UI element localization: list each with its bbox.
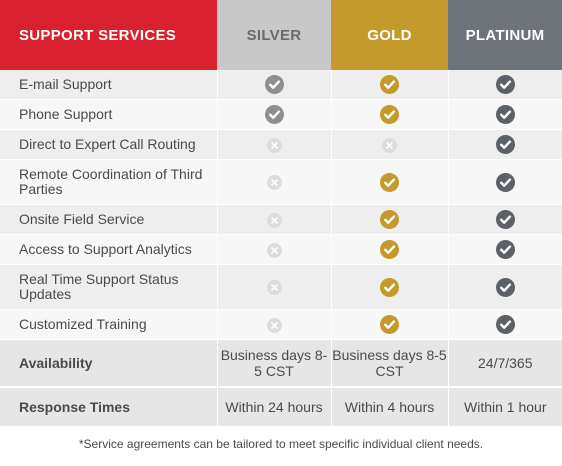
feature-row: Customized Training	[0, 309, 562, 340]
check-icon	[495, 172, 515, 192]
silver-cell	[216, 70, 331, 100]
header-gold: GOLD	[331, 0, 448, 70]
gold-cell	[330, 264, 448, 310]
availability-label: Availability	[0, 339, 217, 388]
silver-cell	[216, 99, 331, 130]
platinum-cell	[447, 234, 562, 265]
check-icon	[495, 75, 515, 94]
feature-row: Access to Support Analytics	[0, 234, 562, 265]
platinum-cell	[447, 204, 562, 235]
check-icon	[380, 277, 399, 297]
response-times-label: Response Times	[0, 387, 217, 428]
check-icon	[495, 315, 515, 334]
feature-row: Real Time Support Status Updates	[0, 264, 562, 310]
gold-cell	[330, 159, 448, 205]
check-icon	[495, 135, 515, 154]
x-icon	[266, 175, 282, 191]
x-icon	[266, 137, 282, 153]
x-icon	[382, 137, 397, 153]
platinum-availability: 24/7/365	[447, 339, 562, 388]
feature-row: E-mail Support	[0, 70, 562, 100]
check-icon	[380, 315, 399, 334]
platinum-response-time: Within 1 hour	[447, 387, 562, 428]
gold-cell	[330, 204, 448, 235]
platinum-cell	[447, 70, 562, 100]
feature-label: Remote Coordination of Third Parties	[0, 159, 217, 205]
feature-row: Onsite Field Service	[0, 204, 562, 235]
check-icon	[380, 240, 399, 259]
gold-response-time: Within 4 hours	[330, 387, 448, 428]
platinum-cell	[447, 264, 562, 310]
check-icon	[495, 277, 515, 297]
footnote: *Service agreements can be tailored to m…	[78, 437, 484, 451]
silver-cell	[216, 234, 331, 265]
check-icon	[380, 75, 399, 94]
feature-row: Direct to Expert Call Routing	[0, 129, 562, 160]
check-icon	[264, 75, 284, 94]
check-icon	[495, 105, 515, 124]
silver-cell	[216, 309, 331, 340]
header-support-services: SUPPORT SERVICES	[0, 0, 217, 70]
feature-row: Remote Coordination of Third Parties	[0, 159, 562, 205]
x-icon	[266, 212, 282, 228]
platinum-cell	[447, 159, 562, 205]
gold-availability: Business days 8-5 CST	[330, 339, 448, 388]
feature-label: E-mail Support	[0, 70, 217, 100]
x-icon	[266, 280, 282, 296]
availability-row: Availability Business days 8-5 CST Busin…	[0, 339, 562, 388]
response-times-row: Response Times Within 24 hours Within 4 …	[0, 387, 562, 428]
x-icon	[266, 242, 282, 258]
silver-cell	[216, 159, 331, 205]
feature-label: Direct to Expert Call Routing	[0, 129, 217, 160]
check-icon	[264, 105, 284, 124]
check-icon	[495, 210, 515, 229]
silver-availability: Business days 8-5 CST	[216, 339, 331, 388]
gold-cell	[330, 309, 448, 340]
silver-cell	[216, 264, 331, 310]
check-icon	[495, 240, 515, 259]
gold-cell	[330, 234, 448, 265]
header-platinum: PLATINUM	[448, 0, 562, 70]
platinum-cell	[447, 99, 562, 130]
gold-cell	[330, 70, 448, 100]
check-icon	[380, 105, 399, 124]
comparison-table: SUPPORT SERVICES SILVER GOLD PLATINUM E-…	[0, 0, 562, 428]
silver-cell	[216, 204, 331, 235]
x-icon	[266, 317, 282, 333]
feature-label: Phone Support	[0, 99, 217, 130]
silver-cell	[216, 129, 331, 160]
feature-label: Real Time Support Status Updates	[0, 264, 217, 310]
gold-cell	[330, 129, 448, 160]
platinum-cell	[447, 309, 562, 340]
gold-cell	[330, 99, 448, 130]
feature-label: Access to Support Analytics	[0, 234, 217, 265]
silver-response-time: Within 24 hours	[216, 387, 331, 428]
feature-row: Phone Support	[0, 99, 562, 130]
feature-label: Onsite Field Service	[0, 204, 217, 235]
check-icon	[380, 172, 399, 192]
header-silver: SILVER	[217, 0, 331, 70]
check-icon	[380, 210, 399, 229]
feature-label: Customized Training	[0, 309, 217, 340]
platinum-cell	[447, 129, 562, 160]
feature-rows: E-mail Support Phone Support Direct to E…	[0, 70, 562, 428]
header-row: SUPPORT SERVICES SILVER GOLD PLATINUM	[0, 0, 562, 70]
